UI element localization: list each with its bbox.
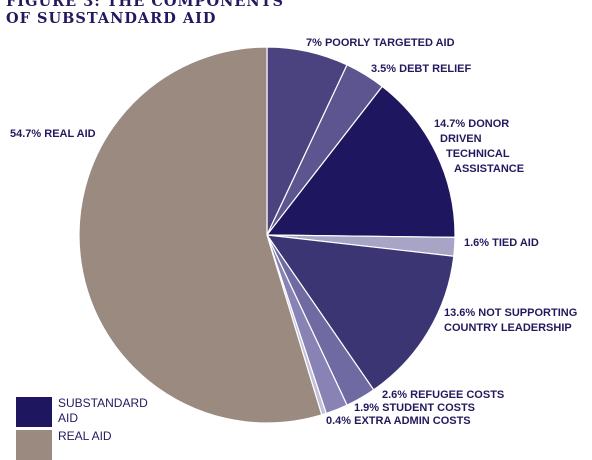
legend-label-substandard-aid: SUBSTANDARD AID xyxy=(58,396,148,425)
slice-label-refugee-costs: 2.6% REFUGEE COSTS xyxy=(382,389,505,401)
legend-label-real-aid: REAL AID xyxy=(58,429,112,443)
slice-label-leadership-line-1: 13.6% NOT SUPPORTING xyxy=(444,307,578,319)
slice-label-student-costs: 1.9% STUDENT COSTS xyxy=(354,402,476,414)
slice-label-real-aid: 54.7% REAL AID xyxy=(10,128,96,140)
slice-label-donor-line-1: 14.7% DONOR xyxy=(434,118,510,130)
chart-title-line-2: OF SUBSTANDARD AID xyxy=(6,10,217,27)
slice-label-donor-driven-technical-assistance: 14.7% DONOR DRIVEN TECHNICAL ASSISTANCE xyxy=(434,117,524,177)
slice-label-extra-admin-costs: 0.4% EXTRA ADMIN COSTS xyxy=(326,415,471,427)
chart-title: FIGURE 3: THE COMPONENTS OF SUBSTANDARD … xyxy=(6,0,284,27)
slice-label-donor-line-3: TECHNICAL xyxy=(446,148,510,160)
legend-swatch-real-aid xyxy=(16,430,52,460)
pie-slice-donor-driven-technical-assistance xyxy=(265,85,456,238)
slice-label-donor-line-2: DRIVEN xyxy=(440,133,482,145)
slice-label-tied-aid: 1.6% TIED AID xyxy=(464,237,539,249)
chart-title-line-1: FIGURE 3: THE COMPONENTS xyxy=(6,0,284,10)
slice-label-leadership-line-2: COUNTRY LEADERSHIP xyxy=(444,322,572,334)
legend-swatch-substandard-aid xyxy=(16,397,52,427)
slice-label-not-supporting-country-leadership: 13.6% NOT SUPPORTING COUNTRY LEADERSHIP xyxy=(444,306,577,336)
pie-slice-real-aid xyxy=(78,46,323,424)
pie-slice-not-supporting-country-leadership xyxy=(265,234,455,391)
slice-label-donor-line-4: ASSISTANCE xyxy=(454,163,525,175)
slice-label-debt-relief: 3.5% DEBT RELIEF xyxy=(371,63,472,75)
slice-label-poorly-targeted-aid: 7% POORLY TARGETED AID xyxy=(306,37,455,49)
